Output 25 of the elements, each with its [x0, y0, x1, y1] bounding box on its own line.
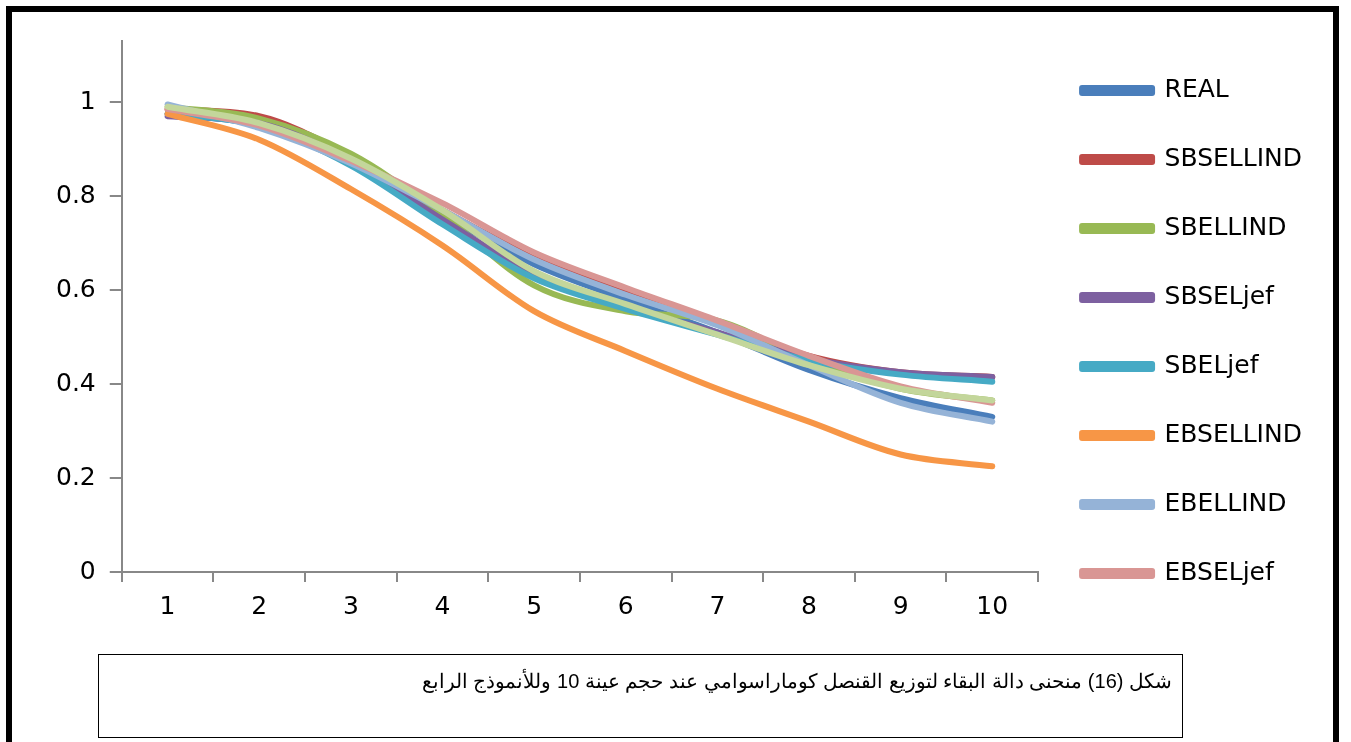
- y-tick-label: 0.8: [55, 179, 96, 209]
- x-tick-label: 6: [617, 590, 634, 620]
- y-tick-label: 1: [79, 85, 96, 115]
- x-tick-label: 4: [434, 590, 451, 620]
- x-tick-label: 8: [801, 590, 817, 620]
- text: شكل (16) منحنى دالة البقاء لتوزيع القنصل كوماراسوامي عند حجم عينة 10 وللأنموذج الرابع: [420, 669, 1172, 693]
- x-tick-label: 5: [526, 590, 543, 620]
- y-tick-label: 0: [79, 555, 96, 585]
- legend-label: SBSELLIND: [1164, 143, 1303, 172]
- legend-label: EBSELjef: [1164, 557, 1275, 586]
- x-tick-label: 3: [342, 590, 359, 620]
- legend-label: SBELjef: [1164, 350, 1260, 379]
- y-tick-label: 0.2: [55, 461, 96, 491]
- legend-label: EBELLIND: [1164, 488, 1287, 517]
- x-tick-label: 2: [251, 590, 268, 620]
- x-tick-label: 7: [709, 590, 726, 620]
- y-tick-label: 0.4: [55, 367, 96, 397]
- x-tick-label: 9: [892, 590, 909, 620]
- y-tick-label: 0.6: [55, 273, 96, 303]
- legend-label: SBELLIND: [1164, 212, 1287, 241]
- legend-label: EBSELLIND: [1164, 419, 1302, 448]
- legend-label: SBSELjef: [1164, 281, 1276, 310]
- x-tick-label: 1: [159, 590, 176, 620]
- legend-label: REAL: [1164, 74, 1229, 103]
- x-tick-label: 10: [976, 590, 1009, 620]
